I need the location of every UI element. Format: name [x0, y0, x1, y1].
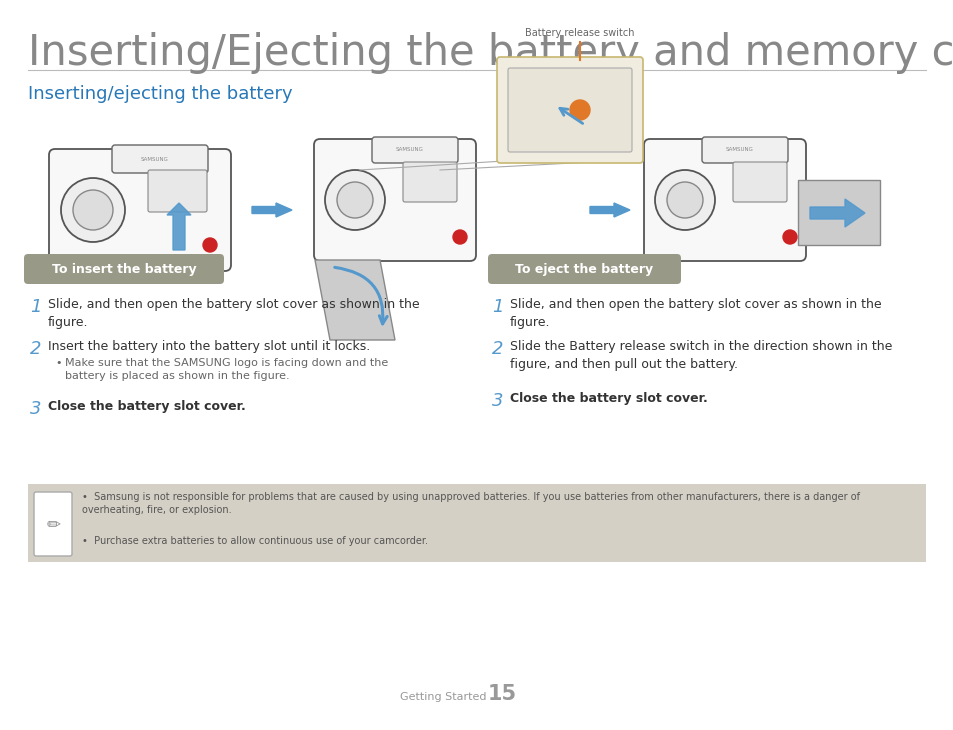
Text: To insert the battery: To insert the battery — [51, 263, 196, 275]
Text: Battery release switch: Battery release switch — [525, 28, 634, 38]
Text: 15: 15 — [488, 684, 517, 704]
Text: Slide the Battery release switch in the direction shown in the
figure, and then : Slide the Battery release switch in the … — [510, 340, 891, 371]
Circle shape — [453, 230, 467, 244]
Text: •: • — [55, 358, 61, 368]
Polygon shape — [589, 203, 629, 217]
FancyBboxPatch shape — [402, 162, 456, 202]
Circle shape — [325, 170, 385, 230]
Text: Inserting/Ejecting the battery and memory card: Inserting/Ejecting the battery and memor… — [28, 32, 953, 74]
Text: 2: 2 — [30, 340, 42, 358]
Circle shape — [569, 100, 589, 120]
FancyBboxPatch shape — [148, 170, 207, 212]
Circle shape — [61, 178, 125, 242]
FancyBboxPatch shape — [372, 137, 457, 163]
FancyBboxPatch shape — [701, 137, 787, 163]
Polygon shape — [167, 203, 191, 250]
FancyBboxPatch shape — [488, 254, 680, 284]
Text: SAMSUNG: SAMSUNG — [141, 157, 169, 162]
Text: SAMSUNG: SAMSUNG — [725, 147, 753, 152]
Circle shape — [73, 190, 112, 230]
FancyBboxPatch shape — [112, 145, 208, 173]
Bar — [28, 484, 925, 562]
FancyBboxPatch shape — [49, 149, 231, 271]
FancyBboxPatch shape — [507, 68, 631, 152]
Polygon shape — [797, 180, 879, 245]
FancyBboxPatch shape — [732, 162, 786, 202]
Text: Make sure that the SAMSUNG logo is facing down and the
battery is placed as show: Make sure that the SAMSUNG logo is facin… — [65, 358, 388, 381]
Text: Close the battery slot cover.: Close the battery slot cover. — [510, 392, 707, 405]
Text: 3: 3 — [30, 400, 42, 418]
Text: Getting Started: Getting Started — [399, 692, 486, 702]
Text: To eject the battery: To eject the battery — [515, 263, 653, 275]
Text: •  Purchase extra batteries to allow continuous use of your camcorder.: • Purchase extra batteries to allow cont… — [82, 536, 428, 546]
Text: ✏: ✏ — [46, 515, 60, 533]
Text: 3: 3 — [492, 392, 503, 410]
FancyBboxPatch shape — [24, 254, 224, 284]
Polygon shape — [252, 203, 292, 217]
Text: SAMSUNG: SAMSUNG — [395, 147, 423, 152]
Text: Inserting/ejecting the battery: Inserting/ejecting the battery — [28, 85, 293, 103]
Circle shape — [666, 182, 702, 218]
Text: Slide, and then open the battery slot cover as shown in the
figure.: Slide, and then open the battery slot co… — [48, 298, 419, 329]
Text: Slide, and then open the battery slot cover as shown in the
figure.: Slide, and then open the battery slot co… — [510, 298, 881, 329]
Text: Insert the battery into the battery slot until it locks.: Insert the battery into the battery slot… — [48, 340, 370, 353]
Polygon shape — [809, 199, 864, 227]
Circle shape — [336, 182, 373, 218]
Text: Close the battery slot cover.: Close the battery slot cover. — [48, 400, 246, 413]
FancyBboxPatch shape — [497, 57, 642, 163]
Circle shape — [203, 238, 216, 252]
Text: 1: 1 — [492, 298, 503, 316]
Text: 2: 2 — [492, 340, 503, 358]
FancyBboxPatch shape — [643, 139, 805, 261]
FancyBboxPatch shape — [314, 139, 476, 261]
Polygon shape — [314, 260, 395, 340]
Circle shape — [782, 230, 796, 244]
Text: 1: 1 — [30, 298, 42, 316]
Text: •  Samsung is not responsible for problems that are caused by using unapproved b: • Samsung is not responsible for problem… — [82, 492, 859, 515]
Circle shape — [655, 170, 714, 230]
FancyBboxPatch shape — [34, 492, 71, 556]
